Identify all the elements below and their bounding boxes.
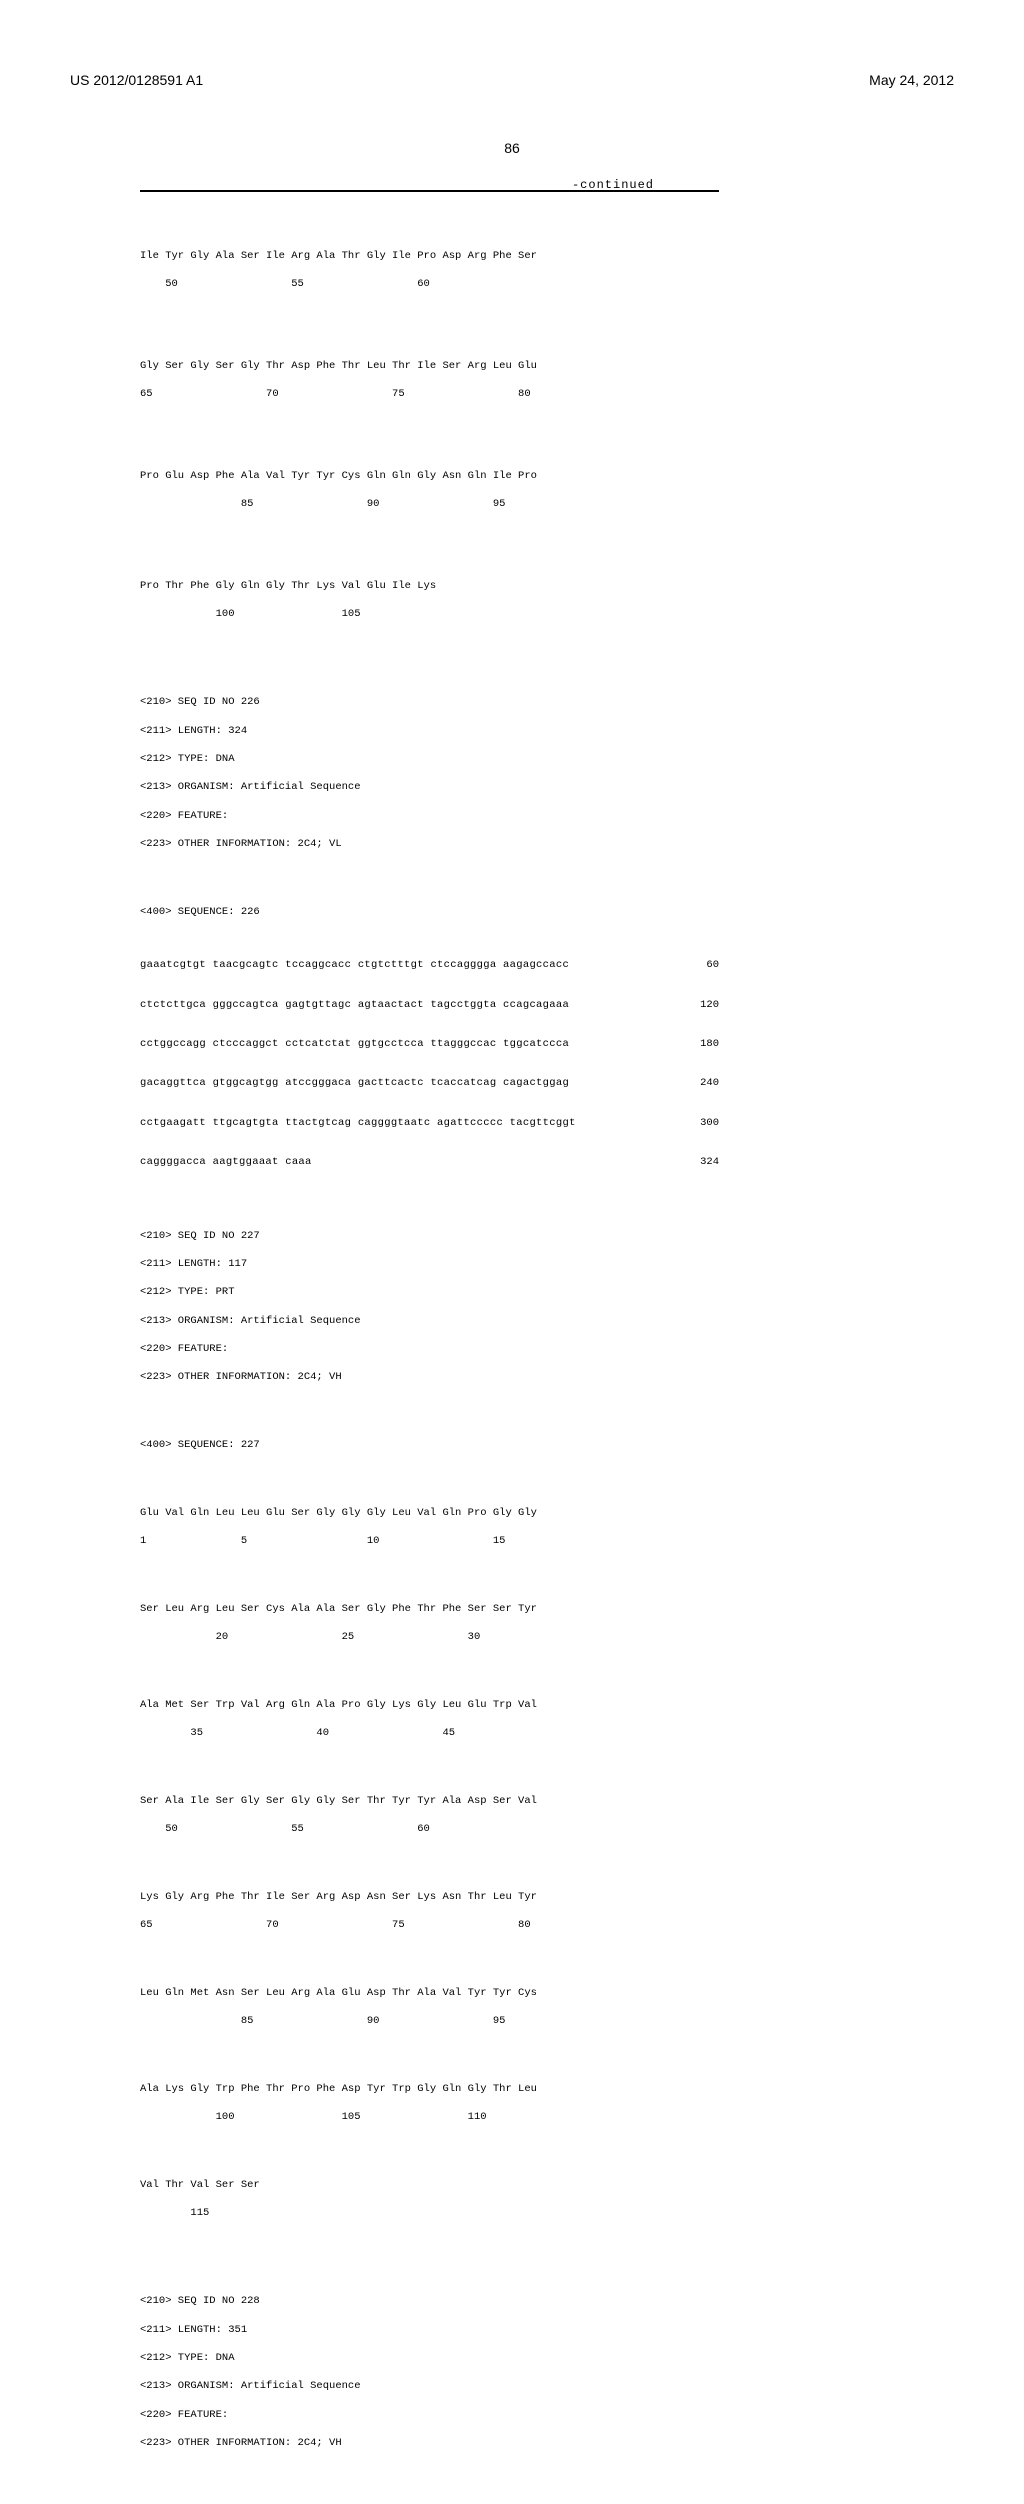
pos-line: 20 25 30: [140, 1630, 719, 1644]
seq-header-line: <223> OTHER INFORMATION: 2C4; VH: [140, 1370, 719, 1384]
dna-pos: 180: [679, 1037, 719, 1051]
aa-line: Ser Leu Arg Leu Ser Cys Ala Ala Ser Gly …: [140, 1602, 719, 1616]
aa-line: Ala Lys Gly Trp Phe Thr Pro Phe Asp Tyr …: [140, 2082, 719, 2096]
aa-line: Glu Val Gln Leu Leu Glu Ser Gly Gly Gly …: [140, 1506, 719, 1520]
publication-date: May 24, 2012: [869, 72, 954, 88]
pos-line: 35 40 45: [140, 1726, 719, 1740]
publication-number: US 2012/0128591 A1: [70, 72, 203, 88]
aa-line: Ser Ala Ile Ser Gly Ser Gly Gly Ser Thr …: [140, 1794, 719, 1808]
dna-row: caggggacca aagtggaaat caaa 324: [140, 1155, 719, 1169]
dna-row: gacaggttca gtggcagtgg atccgggaca gacttca…: [140, 1076, 719, 1090]
seq-header-228: <210> SEQ ID NO 228 <211> LENGTH: 351 <2…: [140, 2280, 719, 2464]
seq-header-line: <213> ORGANISM: Artificial Sequence: [140, 2379, 719, 2393]
seq-header-line: <400> SEQUENCE: 227: [140, 1438, 719, 1452]
dna-seq: cctgaagatt ttgcagtgta ttactgtcag caggggt…: [140, 1116, 576, 1130]
seq-header-line: <220> FEATURE:: [140, 1342, 719, 1356]
seq-header-line: <211> LENGTH: 117: [140, 1257, 719, 1271]
dna-pos: 300: [679, 1116, 719, 1130]
pos-line: 115: [140, 2206, 719, 2220]
aa-line: Pro Thr Phe Gly Gln Gly Thr Lys Val Glu …: [140, 579, 719, 593]
seq-header-line: <211> LENGTH: 324: [140, 724, 719, 738]
dna-seq: cctggccagg ctcccaggct cctcatctat ggtgcct…: [140, 1037, 569, 1051]
sequence-listing: Ile Tyr Gly Ala Ser Ile Arg Ala Thr Gly …: [140, 206, 719, 2504]
seq-header-line: <211> LENGTH: 351: [140, 2323, 719, 2337]
dna-seq: gacaggttca gtggcagtgg atccgggaca gacttca…: [140, 1076, 569, 1090]
dna-pos: 240: [679, 1076, 719, 1090]
aa-line: Ala Met Ser Trp Val Arg Gln Ala Pro Gly …: [140, 1698, 719, 1712]
dna-pos: 120: [679, 998, 719, 1012]
seq-header-line: <210> SEQ ID NO 227: [140, 1229, 719, 1243]
protein-row: Ala Lys Gly Trp Phe Thr Pro Phe Asp Tyr …: [140, 2068, 719, 2139]
dna-seq: caggggacca aagtggaaat caaa: [140, 1155, 312, 1169]
aa-line: Val Thr Val Ser Ser: [140, 2178, 719, 2192]
horizontal-rule: [140, 190, 719, 192]
seq-header-line: <210> SEQ ID NO 228: [140, 2294, 719, 2308]
pos-line: 85 90 95: [140, 497, 719, 511]
seq-header-226: <210> SEQ ID NO 226 <211> LENGTH: 324 <2…: [140, 681, 719, 865]
seq-header-line: <212> TYPE: DNA: [140, 752, 719, 766]
protein-row: Gly Ser Gly Ser Gly Thr Asp Phe Thr Leu …: [140, 345, 719, 416]
seq-header-line: <400> SEQUENCE: 226: [140, 905, 719, 919]
pos-line: 100 105: [140, 607, 719, 621]
pos-line: 1 5 10 15: [140, 1534, 719, 1548]
pos-line: 85 90 95: [140, 2014, 719, 2028]
pos-line: 100 105 110: [140, 2110, 719, 2124]
page-header: US 2012/0128591 A1 May 24, 2012: [0, 72, 1024, 88]
aa-line: Gly Ser Gly Ser Gly Thr Asp Phe Thr Leu …: [140, 359, 719, 373]
dna-seq: ctctcttgca gggccagtca gagtgttagc agtaact…: [140, 998, 569, 1012]
protein-row: Ser Ala Ile Ser Gly Ser Gly Gly Ser Thr …: [140, 1780, 719, 1851]
pos-line: 65 70 75 80: [140, 1918, 719, 1932]
seq-header-line: <213> ORGANISM: Artificial Sequence: [140, 1314, 719, 1328]
seq-header-line: <220> FEATURE:: [140, 2408, 719, 2422]
dna-row: gaaatcgtgt taacgcagtc tccaggcacc ctgtctt…: [140, 958, 719, 972]
pos-line: 65 70 75 80: [140, 387, 719, 401]
protein-row: Pro Thr Phe Gly Gln Gly Thr Lys Val Glu …: [140, 565, 719, 636]
page-number: 86: [0, 140, 1024, 156]
seq-header-line: <210> SEQ ID NO 226: [140, 695, 719, 709]
protein-row: Ala Met Ser Trp Val Arg Gln Ala Pro Gly …: [140, 1684, 719, 1755]
seq-header-line: <220> FEATURE:: [140, 809, 719, 823]
seq-header-line: <212> TYPE: PRT: [140, 1285, 719, 1299]
seq-header-227: <210> SEQ ID NO 227 <211> LENGTH: 117 <2…: [140, 1214, 719, 1398]
protein-row: Glu Val Gln Leu Leu Glu Ser Gly Gly Gly …: [140, 1492, 719, 1563]
aa-line: Pro Glu Asp Phe Ala Val Tyr Tyr Cys Gln …: [140, 469, 719, 483]
aa-line: Lys Gly Arg Phe Thr Ile Ser Arg Asp Asn …: [140, 1890, 719, 1904]
pos-line: 50 55 60: [140, 277, 719, 291]
protein-row: Val Thr Val Ser Ser 115: [140, 2164, 719, 2235]
seq-header-line: <212> TYPE: DNA: [140, 2351, 719, 2365]
dna-row: cctggccagg ctcccaggct cctcatctat ggtgcct…: [140, 1037, 719, 1051]
protein-row: Ser Leu Arg Leu Ser Cys Ala Ala Ser Gly …: [140, 1588, 719, 1659]
protein-row: Pro Glu Asp Phe Ala Val Tyr Tyr Cys Gln …: [140, 455, 719, 526]
seq-header-line: <223> OTHER INFORMATION: 2C4; VH: [140, 2436, 719, 2450]
pos-line: 50 55 60: [140, 1822, 719, 1836]
dna-row: cctgaagatt ttgcagtgta ttactgtcag caggggt…: [140, 1116, 719, 1130]
aa-line: Leu Gln Met Asn Ser Leu Arg Ala Glu Asp …: [140, 1986, 719, 2000]
dna-pos: 60: [679, 958, 719, 972]
dna-pos: 324: [679, 1155, 719, 1169]
aa-line: Ile Tyr Gly Ala Ser Ile Arg Ala Thr Gly …: [140, 249, 719, 263]
protein-row: Ile Tyr Gly Ala Ser Ile Arg Ala Thr Gly …: [140, 234, 719, 305]
dna-seq: gaaatcgtgt taacgcagtc tccaggcacc ctgtctt…: [140, 958, 569, 972]
protein-row: Leu Gln Met Asn Ser Leu Arg Ala Glu Asp …: [140, 1972, 719, 2043]
protein-row: Lys Gly Arg Phe Thr Ile Ser Arg Asp Asn …: [140, 1876, 719, 1947]
dna-row: ctctcttgca gggccagtca gagtgttagc agtaact…: [140, 998, 719, 1012]
seq-header-line: <213> ORGANISM: Artificial Sequence: [140, 780, 719, 794]
seq-header-line: <223> OTHER INFORMATION: 2C4; VL: [140, 837, 719, 851]
